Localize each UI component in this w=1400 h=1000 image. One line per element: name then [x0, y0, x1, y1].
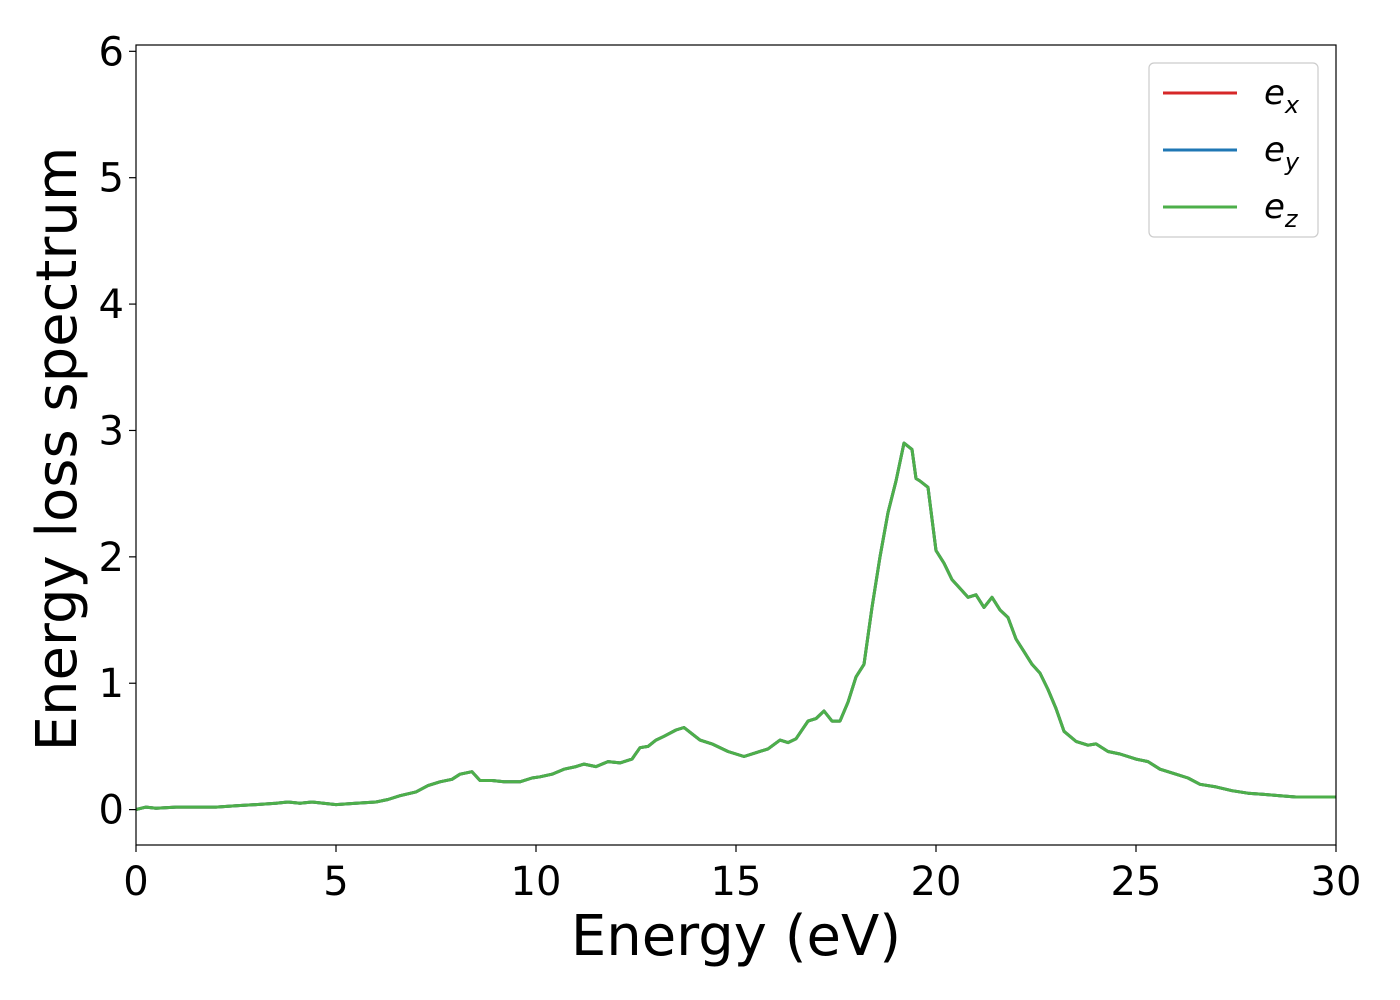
- y-tick-label: 1: [99, 661, 124, 707]
- legend-label-e-x: ex: [1264, 73, 1300, 119]
- legend-label-e-z: ez: [1264, 187, 1299, 233]
- x-tick-label: 25: [1111, 859, 1162, 905]
- series-layer: [136, 441, 1336, 812]
- x-tick-label: 30: [1311, 859, 1362, 905]
- x-tick-label: 10: [511, 859, 562, 905]
- y-tick-label: 5: [99, 156, 124, 202]
- y-tick-label: 0: [99, 788, 124, 834]
- y-tick-label: 6: [99, 29, 124, 75]
- y-axis-title: Energy loss spectrum: [25, 147, 90, 752]
- x-axis-ticks: 0 5 10 15 20 25 30: [123, 845, 1361, 905]
- series-line-e-z: [136, 441, 1336, 812]
- x-tick-label: 5: [323, 859, 348, 905]
- x-tick-label: 20: [911, 859, 962, 905]
- x-tick-label: 0: [123, 859, 148, 905]
- legend-label-e-y: ey: [1264, 130, 1300, 176]
- x-tick-label: 15: [711, 859, 762, 905]
- legend: ex ey ez: [1148, 62, 1319, 238]
- y-axis-ticks: 0 1 2 3 4 5 6: [99, 29, 136, 834]
- y-tick-label: 3: [99, 408, 124, 454]
- y-tick-label: 2: [99, 535, 124, 581]
- y-tick-label: 4: [99, 282, 124, 328]
- x-axis-title: Energy (eV): [571, 904, 901, 969]
